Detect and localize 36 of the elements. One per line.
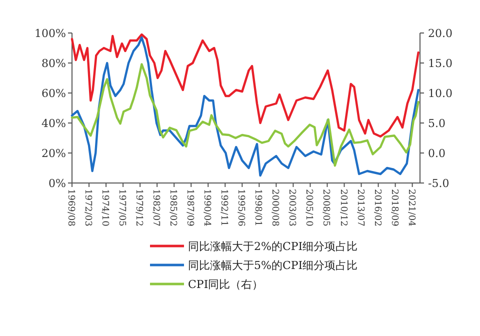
y-tick-label: 60% — [42, 87, 66, 100]
x-tick-label: 2018/09 — [388, 189, 399, 227]
x-tick-label: 2016/02 — [372, 189, 382, 226]
x-tick-label: 1982/07 — [150, 189, 161, 227]
y2-tick-label: 15.0 — [428, 57, 452, 70]
x-tick-label: 1969/08 — [66, 189, 76, 227]
x-tick-label: 1998/01 — [252, 189, 263, 226]
y2-tick-label: 20.0 — [428, 27, 452, 40]
y-tick-label: 0% — [48, 177, 66, 190]
y-tick-label: 100% — [34, 27, 66, 40]
x-tick-label: 1972/03 — [82, 189, 93, 227]
x-tick-label: 1985/02 — [168, 189, 178, 226]
y2-tick-label: 10.0 — [428, 87, 452, 100]
y-tick-label: 80% — [42, 57, 66, 70]
x-tick-label: 2013/07 — [354, 189, 365, 227]
y2-tick-label: 5.0 — [428, 117, 446, 130]
x-tick-label: 2000/08 — [270, 189, 280, 227]
y2-tick-label: 0.0 — [428, 147, 446, 160]
x-tick-label: 2008/05 — [320, 189, 331, 227]
x-tick-label: 2005/10 — [304, 189, 314, 227]
x-tick-label: 1995/06 — [236, 189, 246, 227]
x-tick-label: 1979/12 — [134, 189, 144, 226]
x-tick-label: 1987/09 — [184, 189, 195, 227]
y-tick-label: 40% — [42, 117, 66, 130]
x-tick-label: 2021/04 — [406, 189, 416, 227]
x-tick-label: 2003/03 — [286, 189, 297, 227]
x-tick-label: 1992/11 — [218, 189, 229, 226]
legend-label: 同比涨幅大于2%的CPI细分项占比 — [188, 240, 358, 253]
x-tick-label: 2010/12 — [338, 189, 348, 226]
x-tick-label: 1974/10 — [100, 189, 110, 227]
legend-label: CPI同比（右） — [188, 278, 264, 291]
y-tick-label: 20% — [42, 147, 66, 160]
x-tick-label: 1977/05 — [116, 189, 127, 227]
x-tick-label: 1990/04 — [202, 189, 212, 227]
y2-tick-label: -5.0 — [428, 177, 450, 190]
legend-label: 同比涨幅大于5%的CPI细分项占比 — [188, 259, 358, 272]
